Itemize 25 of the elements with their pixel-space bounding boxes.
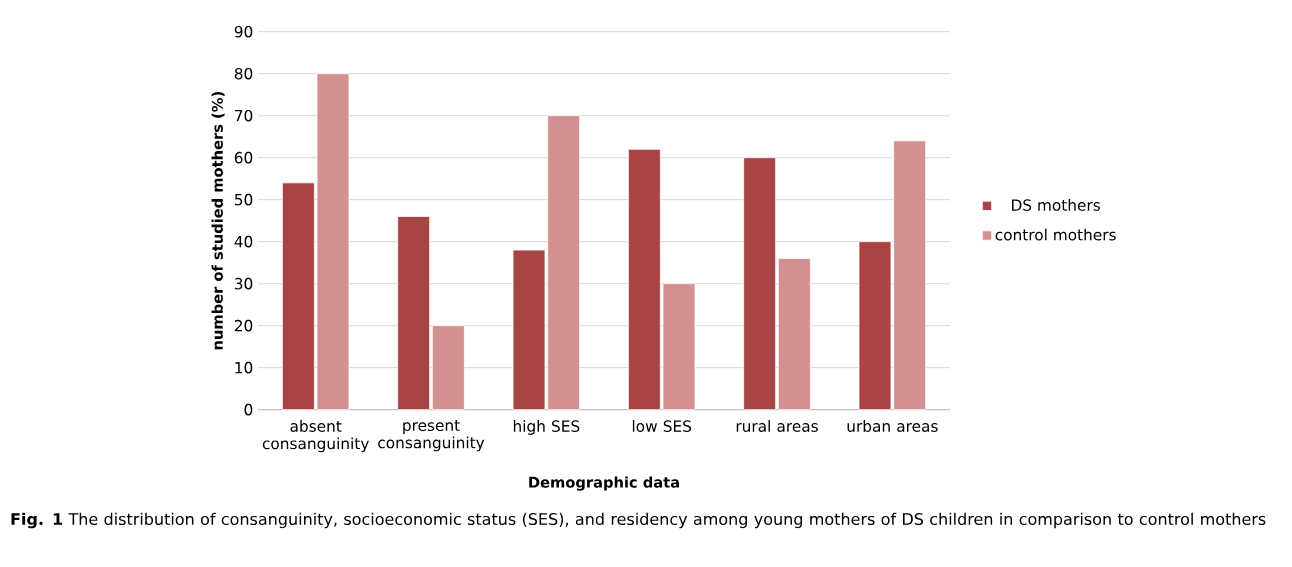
bar <box>431 325 465 411</box>
x-axis-title: Demographic data <box>529 476 679 491</box>
y-axis-title: number of studied mothers (%) <box>211 92 225 350</box>
y-tick-label: 60 <box>234 152 253 164</box>
y-tick-label: 20 <box>234 320 253 332</box>
y-tick-label: 0 <box>244 404 253 416</box>
legend-label: control mothers <box>995 228 1116 241</box>
x-tick-label: present consanguinity <box>378 420 485 452</box>
bar <box>743 157 777 411</box>
x-tick-label: rural areas <box>736 420 818 433</box>
y-tick-label: 30 <box>234 278 253 290</box>
y-tick-label: 80 <box>234 68 253 80</box>
y-tick-label: 90 <box>234 26 253 38</box>
legend-label: DS mothers <box>1012 199 1100 212</box>
bar <box>777 258 811 411</box>
y-tick-label: 10 <box>235 362 253 374</box>
x-tick-label: absent consanguinity <box>262 420 369 453</box>
y-tick-label: 70 <box>235 110 253 122</box>
y-tick-label: 50 <box>234 194 253 206</box>
y-tick-label: 40 <box>234 236 253 248</box>
bar <box>397 216 431 411</box>
text: Fig. 1 The distribution of consanguinity, socioeconomic status (SES), and residency among young mothers of DS children in comparison to control mothers <box>11 512 1266 529</box>
x-tick-label: high SES <box>513 420 580 436</box>
x-tick-label: low SES <box>632 420 692 433</box>
x-tick-label: urban areas <box>847 420 938 433</box>
